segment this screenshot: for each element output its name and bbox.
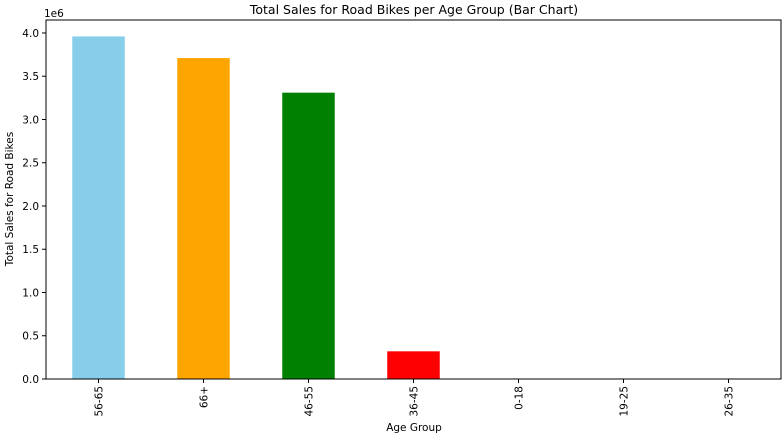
- bar-66+: [177, 58, 230, 379]
- x-tick-label: 19-25: [619, 386, 631, 417]
- plot-area-frame: [45, 19, 782, 380]
- x-tick-label: 0-18: [514, 386, 526, 410]
- y-axis-ticks: 0.0 0.5 1.0 1.5 2.0 2.5 3.0 3.5 4.0: [22, 28, 46, 386]
- y-axis-offset-label: 1e6: [44, 8, 64, 20]
- x-tick-label: 46-55: [304, 386, 316, 417]
- x-axis-ticks: 56-65 66+ 46-55 36-45 0-18 19-25 26-35: [94, 379, 736, 417]
- chart-title: Total Sales for Road Bikes per Age Group…: [249, 2, 578, 17]
- y-axis-label: Total Sales for Road Bikes: [4, 132, 16, 267]
- x-tick-label: 66+: [199, 386, 211, 408]
- y-tick-label: 2.0: [22, 201, 39, 213]
- y-tick-label: 3.0: [22, 114, 39, 126]
- y-tick-label: 0.0: [22, 374, 39, 386]
- x-axis-label: Age Group: [386, 422, 442, 434]
- bar-46-55: [282, 92, 335, 379]
- y-tick-label: 1.5: [22, 244, 39, 256]
- bar-56-65: [72, 36, 125, 379]
- y-tick-label: 0.5: [22, 331, 39, 343]
- y-tick-label: 2.5: [22, 158, 39, 170]
- x-tick-label: 26-35: [724, 386, 736, 417]
- y-tick-label: 4.0: [22, 28, 39, 40]
- x-tick-label: 56-65: [94, 386, 106, 417]
- x-tick-label: 36-45: [409, 386, 421, 417]
- bar-36-45: [387, 351, 440, 379]
- y-tick-label: 1.0: [22, 287, 39, 299]
- y-tick-label: 3.5: [22, 71, 39, 83]
- bars-group: [72, 36, 440, 379]
